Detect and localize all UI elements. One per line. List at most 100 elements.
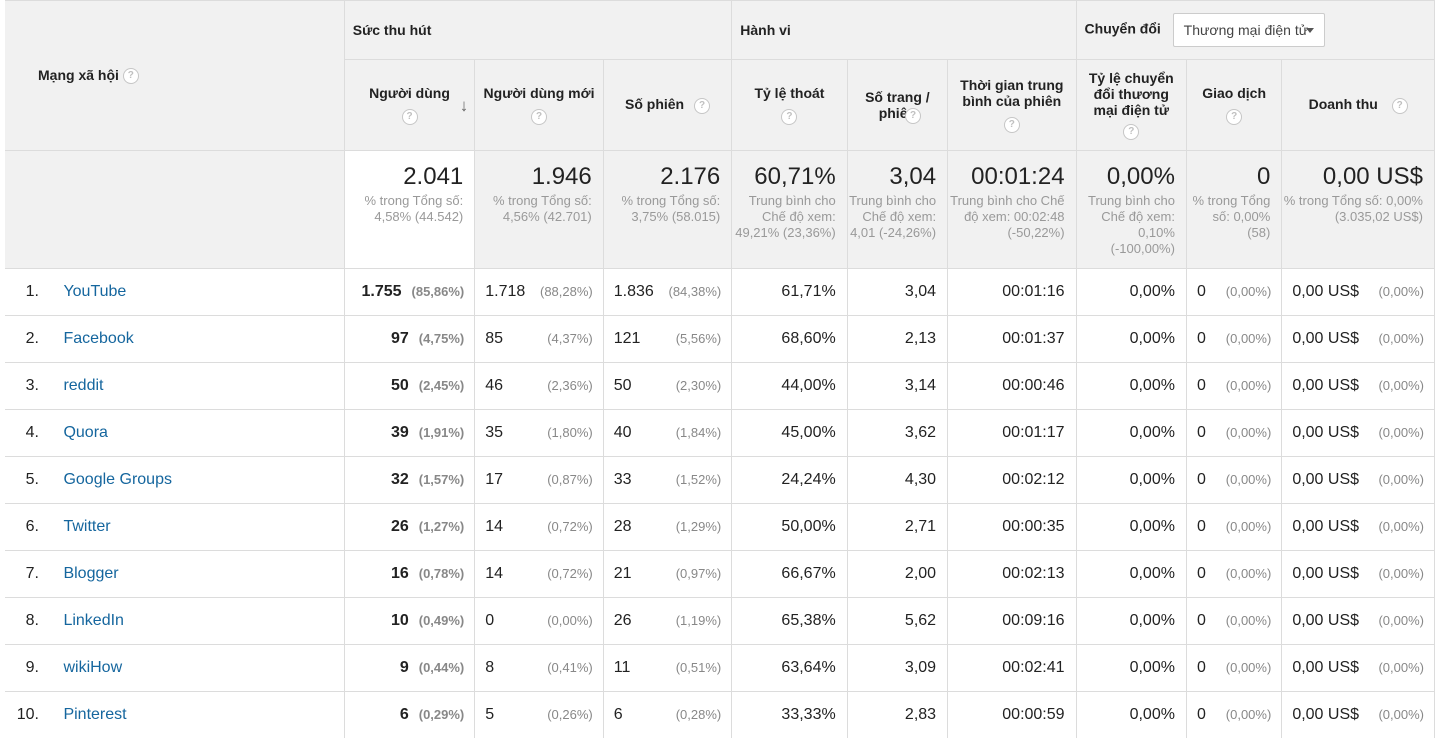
total-sub: % trong Tổng số: 3,75% (58.015) [621,193,721,224]
help-icon[interactable]: ? [1226,108,1243,125]
row-network-link[interactable]: Google Groups [63,471,172,488]
users-pct: (0,29%) [418,707,465,722]
total-sub: Trung bình cho Chế độ xem: 4,01 (-24,26%… [849,193,937,240]
total-bounce-rate: 60,71% Trung bình cho Chế độ xem: 49,21% … [731,150,848,269]
row-avg-duration: 00:09:16 [947,597,1077,645]
total-sub: Trung bình cho Chế độ xem: 49,21% (23,36… [735,193,836,240]
sessions-value: 21 [613,565,632,582]
transactions-value: 0 [1196,518,1206,535]
help-icon[interactable]: ? [122,68,139,85]
total-value: 2.041 [403,163,464,190]
table-row: 10. Pinterest 6 (0,29%) 5 (0,26%) 6 (0,28%)… [5,691,1435,738]
help-icon[interactable]: ? [531,108,547,125]
col-users[interactable]: Người dùng ? ↓ [343,59,476,151]
row-sessions: 26 (1,19%) [602,597,733,645]
revenue-pct: (0,00%) [1378,378,1424,393]
sort-descending-icon[interactable]: ↓ [459,96,469,115]
col-new-users[interactable]: Người dùng mới ? [474,59,604,151]
row-dimension: 5. Google Groups [5,456,345,504]
help-icon[interactable]: ? [781,108,798,125]
new-users-pct: (2,36%) [547,378,593,393]
help-icon[interactable]: ? [401,108,418,125]
sessions-pct: (1,29%) [675,519,722,534]
row-network-link[interactable]: wikiHow [63,659,123,676]
help-icon[interactable]: ? [694,97,710,114]
help-icon[interactable]: ? [1391,97,1408,114]
total-value: 60,71% [754,163,836,190]
sessions-value: 1.836 [613,283,654,300]
row-sessions: 6 (0,28%) [602,691,733,738]
row-revenue: 0,00 US$ (0,00%) [1281,456,1435,504]
row-avg-duration: 00:01:37 [947,315,1077,363]
col-avg-session-duration[interactable]: Thời gian trung bình của phiên ? [947,59,1077,151]
row-pages-per-session: 2,83 [846,691,949,738]
row-network-link[interactable]: Quora [63,424,108,441]
row-new-users: 14 (0,72%) [474,503,604,551]
row-users: 97 (4,75%) [343,315,476,363]
sessions-value: 33 [613,471,632,488]
row-network-link[interactable]: Twitter [63,518,111,535]
users-pct: (4,75%) [418,331,465,346]
row-bounce-rate: 61,71% [731,268,848,316]
transactions-pct: (0,00%) [1225,566,1272,581]
row-network-link[interactable]: Blogger [63,565,119,582]
revenue-value: 0,00 US$ [1292,565,1360,582]
revenue-value: 0,00 US$ [1292,518,1360,535]
row-conversion-rate: 0,00% [1075,456,1187,504]
new-users-value: 1.718 [485,283,526,300]
col-transactions-label: Giao dịch [1202,85,1267,102]
row-revenue: 0,00 US$ (0,00%) [1281,409,1435,457]
total-sub: % trong Tổng số: 4,56% (42.701) [492,193,592,224]
group-conversions: Chuyển đổi Thương mại điện tử [1075,0,1435,60]
row-sessions: 50 (2,30%) [602,362,733,410]
total-sub: % trong Tổng số: 0,00% (3.035,02 US$) [1283,193,1423,224]
row-new-users: 46 (2,36%) [474,362,604,410]
help-icon[interactable]: ? [1123,123,1140,140]
total-new-users: 1.946 % trong Tổng số: 4,56% (42.701) [474,150,604,269]
revenue-pct: (0,00%) [1378,331,1424,346]
col-bounce-rate[interactable]: Tỷ lệ thoát ? [731,59,848,151]
row-network-link[interactable]: LinkedIn [63,612,124,629]
total-pages-per-session: 3,04 Trung bình cho Chế độ xem: 4,01 (-24… [846,150,949,269]
row-transactions: 0 (0,00%) [1185,644,1283,692]
row-dimension: 4. Quora [5,409,345,457]
col-transactions[interactable]: Giao dịch ? [1185,59,1283,151]
transactions-pct: (0,00%) [1225,660,1272,675]
row-conversion-rate: 0,00% [1075,691,1187,738]
table-row: 7. Blogger 16 (0,78%) 14 (0,72%) 21 (0,97%)… [5,550,1435,598]
col-users-label: Người dùng [369,85,450,102]
row-pages-per-session: 2,13 [846,315,949,363]
row-dimension: 1. YouTube [5,268,345,316]
sessions-value: 121 [613,330,641,347]
revenue-value: 0,00 US$ [1292,471,1360,488]
row-network-link[interactable]: Pinterest [63,706,127,723]
group-acquisition: Sức thu hút [343,0,733,60]
dimension-header[interactable]: Mạng xã hội ? [5,0,345,151]
row-new-users: 85 (4,37%) [474,315,604,363]
new-users-pct: (0,72%) [547,519,593,534]
new-users-value: 14 [485,565,504,582]
sessions-value: 11 [613,659,631,676]
help-icon[interactable]: ? [1003,116,1020,133]
row-transactions: 0 (0,00%) [1185,550,1283,598]
users-pct: (1,27%) [418,519,465,534]
row-users: 26 (1,27%) [343,503,476,551]
transactions-value: 0 [1196,424,1206,441]
data-rows: 1. YouTube 1.755 (85,86%) 1.718 (88,28%) 1… [5,268,1435,738]
row-network-link[interactable]: reddit [63,377,104,394]
col-revenue[interactable]: Doanh thu ? [1281,59,1435,151]
transactions-pct: (0,00%) [1225,378,1272,393]
row-network-link[interactable]: Facebook [63,330,134,347]
revenue-pct: (0,00%) [1378,284,1424,299]
transactions-pct: (0,00%) [1225,519,1272,534]
conversion-type-dropdown[interactable]: Thương mại điện tử [1172,13,1325,47]
row-rank: 10. [16,706,39,723]
col-sessions[interactable]: Số phiên ? [602,59,733,151]
row-network-link[interactable]: YouTube [63,283,127,300]
col-pages-per-session[interactable]: Số trang / phiên ? [846,59,949,151]
new-users-pct: (1,80%) [547,425,593,440]
help-icon[interactable]: ? [905,108,922,124]
sessions-pct: (84,38%) [668,284,722,299]
col-ecommerce-conversion-rate[interactable]: Tỷ lệ chuyển đổi thương mại điện tử ? [1075,59,1187,151]
row-new-users: 14 (0,72%) [474,550,604,598]
